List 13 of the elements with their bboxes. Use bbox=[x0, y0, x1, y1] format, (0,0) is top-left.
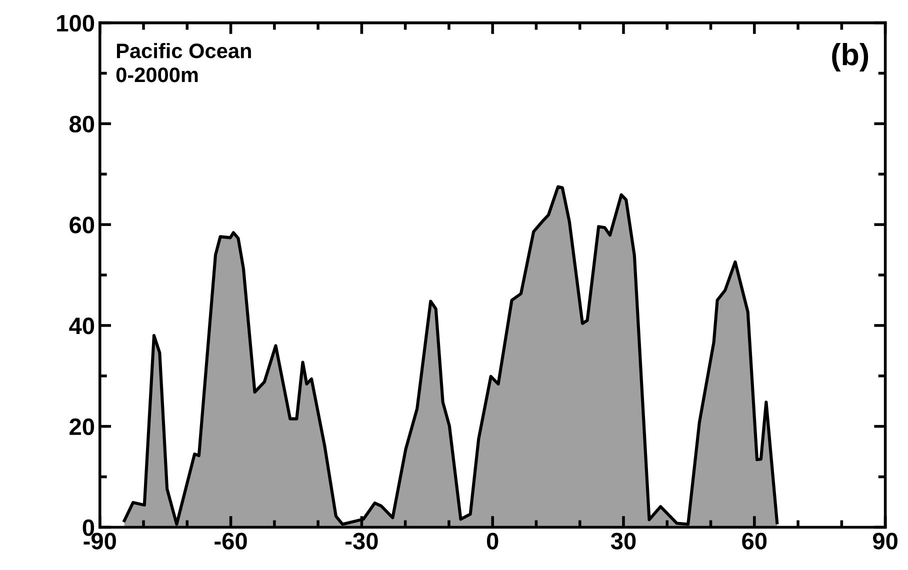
x-tick-label: -30 bbox=[346, 532, 378, 550]
y-tick-label: 20 bbox=[70, 418, 94, 436]
x-tick-label: 60 bbox=[742, 532, 767, 550]
y-tick-label: 80 bbox=[70, 116, 94, 132]
x-tick-label: 90 bbox=[872, 532, 898, 550]
annotation: Pacific Ocean 0-2000m bbox=[116, 42, 251, 82]
x-tick-label: 30 bbox=[610, 532, 636, 550]
y-tick-label: 100 bbox=[57, 14, 94, 32]
x-tick-label: 0 bbox=[486, 532, 498, 550]
annotation: (b) bbox=[832, 42, 868, 72]
x-tick-label: -60 bbox=[214, 532, 247, 550]
y-tick-label: 60 bbox=[70, 216, 94, 234]
y-tick-label: 40 bbox=[69, 318, 94, 334]
